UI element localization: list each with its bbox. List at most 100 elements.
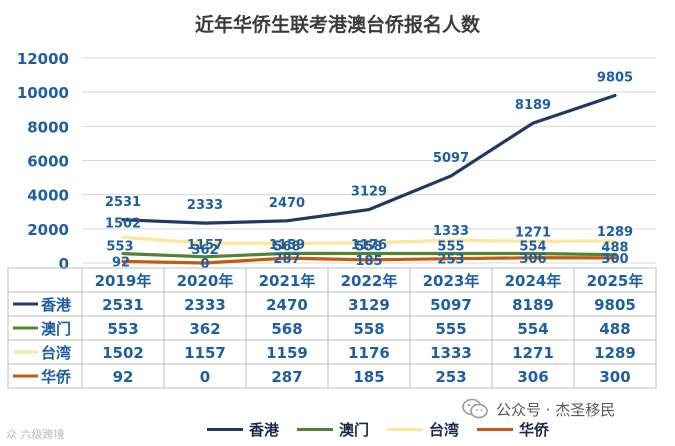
table-cell: 554	[517, 320, 548, 338]
legend-item-2: 台湾	[387, 419, 459, 440]
table-cell: 1176	[348, 344, 390, 362]
legend-swatch	[387, 427, 424, 431]
data-label: 553	[106, 240, 133, 255]
table-row-name: 华侨	[41, 368, 72, 386]
data-label: 554	[519, 240, 546, 255]
table-cell: 2333	[184, 296, 226, 314]
series-line-0	[121, 93, 617, 225]
x-tick-label: 2019年	[95, 272, 152, 290]
data-label: 306	[519, 252, 546, 267]
table-row-name: 台湾	[41, 344, 71, 362]
grid	[82, 57, 656, 264]
legend-label: 台湾	[429, 420, 460, 439]
table-cell: 362	[189, 320, 220, 338]
table-cell: 1271	[512, 344, 554, 362]
x-tick-label: 2024年	[505, 272, 562, 290]
data-label: 488	[601, 241, 628, 256]
table-cell: 5097	[430, 296, 472, 314]
table-cell: 2470	[266, 296, 308, 314]
data-label: 287	[273, 252, 300, 267]
watermark-brand-text: 公众号 · 杰圣移民	[496, 400, 616, 419]
data-label: 253	[437, 253, 464, 268]
table-cell: 253	[435, 368, 466, 386]
x-tick-label: 2020年	[177, 272, 234, 290]
table-cell: 3129	[348, 296, 390, 314]
y-tick-label: 10000	[17, 84, 69, 102]
x-tick-label: 2021年	[259, 272, 316, 290]
data-label: 568	[273, 239, 300, 254]
data-label: 300	[601, 252, 628, 267]
watermark-right: 公众号 · 杰圣移民	[462, 398, 615, 420]
legend-swatch	[207, 427, 243, 431]
legend-label: 澳门	[339, 420, 370, 439]
legend-item-1: 澳门	[297, 419, 369, 440]
legend: 香港 澳门 台湾 华侨	[207, 418, 567, 440]
table-cell: 1289	[594, 344, 636, 362]
series-line-2	[121, 235, 617, 245]
data-label: 9805	[597, 70, 633, 85]
table-cell: 92	[113, 368, 134, 386]
data-label: 362	[191, 243, 218, 258]
table-row-name: 澳门	[41, 320, 71, 338]
data-label: 1271	[515, 225, 551, 240]
table-cell: 8189	[512, 296, 554, 314]
data-label: 558	[355, 239, 382, 254]
data-label: 3129	[351, 185, 387, 200]
table-cell: 1333	[430, 344, 472, 362]
table-cell: 558	[353, 320, 384, 338]
y-tick-label: 6000	[27, 153, 69, 171]
legend-swatch	[477, 427, 514, 431]
table-cell: 1157	[184, 344, 226, 362]
data-label: 1289	[597, 225, 633, 240]
table-cell: 568	[271, 320, 302, 338]
data-label: 5097	[433, 151, 469, 166]
table-cell: 287	[271, 368, 302, 386]
data-labels: 2531 2333 2470 3129 5097 8189 9805 553 362 568 558…	[105, 70, 633, 272]
data-label: 1176	[351, 238, 387, 253]
data-label: 555	[437, 240, 464, 255]
table-cell: 0	[200, 368, 210, 386]
legend-label: 香港	[249, 420, 280, 439]
data-label: 2470	[269, 196, 305, 211]
y-tick-label: 12000	[17, 50, 69, 68]
data-label: 2531	[105, 195, 141, 210]
series-lines	[121, 93, 617, 265]
table-cell: 488	[599, 320, 630, 338]
y-tick-label: 4000	[27, 187, 69, 205]
y-tick-label: 0	[59, 255, 69, 273]
table-cell: 185	[353, 368, 384, 386]
legend-label: 华侨	[519, 420, 550, 439]
data-label: 1157	[187, 238, 223, 253]
wechat-icon	[462, 398, 488, 420]
table-row-name: 香港	[41, 296, 72, 314]
data-label: 1502	[105, 216, 141, 231]
data-label: 0	[200, 257, 209, 272]
legend-item-0: 香港	[207, 419, 279, 440]
table-cell: 553	[107, 320, 138, 338]
table-cell: 2531	[102, 296, 144, 314]
legend-item-3: 华侨	[477, 419, 549, 440]
x-tick-label: 2022年	[341, 272, 398, 290]
y-tick-label: 8000	[27, 118, 69, 136]
data-label: 8189	[515, 98, 551, 113]
chart-title: 近年华侨生联考港澳台侨报名人数	[194, 14, 480, 36]
table-cell: 300	[599, 368, 630, 386]
series-line-3	[121, 256, 617, 265]
y-tick-label: 2000	[27, 221, 69, 239]
legend-swatch	[297, 427, 334, 431]
x-tick-label: 2023年	[423, 272, 480, 290]
table-cell: 555	[435, 320, 466, 338]
data-label: 1333	[433, 224, 469, 239]
y-axis: 0 2000 4000 6000 8000 10000 12000	[17, 50, 69, 273]
table-cell: 1502	[102, 344, 144, 362]
table-cell: 9805	[594, 296, 636, 314]
series-line-1	[121, 251, 617, 259]
watermark-left: 众 六级跨境	[6, 428, 65, 441]
x-tick-label: 2025年	[587, 272, 644, 290]
data-label: 185	[355, 254, 382, 269]
data-label: 1159	[269, 238, 305, 253]
data-label: 2333	[187, 198, 223, 213]
data-label: 92	[112, 255, 130, 270]
